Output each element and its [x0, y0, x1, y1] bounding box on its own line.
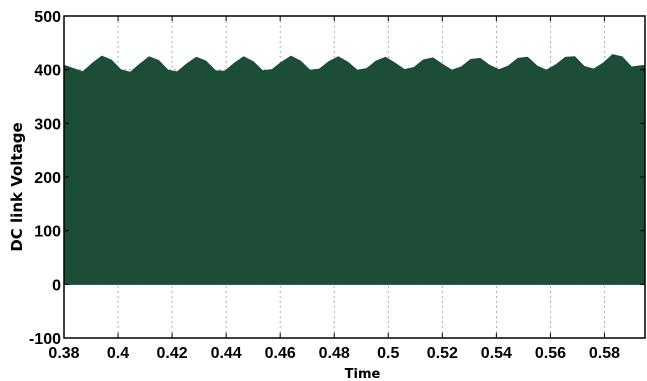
x-tick-label: 0.38: [48, 345, 79, 362]
y-tick-label: 500: [34, 9, 61, 26]
y-tick-label: 300: [34, 116, 61, 133]
series-layer: [63, 54, 646, 285]
y-axis-title: DC link Voltage: [8, 122, 26, 251]
y-tick-label: 400: [34, 63, 61, 80]
x-axis-title: Time: [345, 367, 381, 381]
x-tick-label: 0.52: [427, 345, 458, 362]
x-tick-label: 0.58: [589, 345, 620, 362]
y-tick-label: 200: [34, 170, 61, 187]
x-tick-label: 0.54: [481, 345, 512, 362]
x-tick-label: 0.56: [535, 345, 566, 362]
x-tick-label: 0.44: [211, 345, 242, 362]
y-tick-label: 100: [34, 224, 61, 241]
y-tick-labels: -100 0 100 200 300 400 500: [29, 9, 61, 348]
x-tick-label: 0.46: [265, 345, 296, 362]
x-tick-label: 0.48: [319, 345, 350, 362]
x-tick-label: 0.5: [377, 345, 399, 362]
y-tick-label: -100: [29, 331, 61, 348]
voltage-area-series: [63, 54, 646, 285]
x-tick-label: 0.42: [157, 345, 188, 362]
x-tick-labels: 0.38 0.4 0.42 0.44 0.46 0.48 0.5 0.52 0.54 0.56 0.…: [48, 345, 620, 362]
x-tick-label: 0.4: [107, 345, 129, 362]
y-tick-label: 0: [52, 277, 61, 294]
tick-marks: [63, 15, 645, 339]
